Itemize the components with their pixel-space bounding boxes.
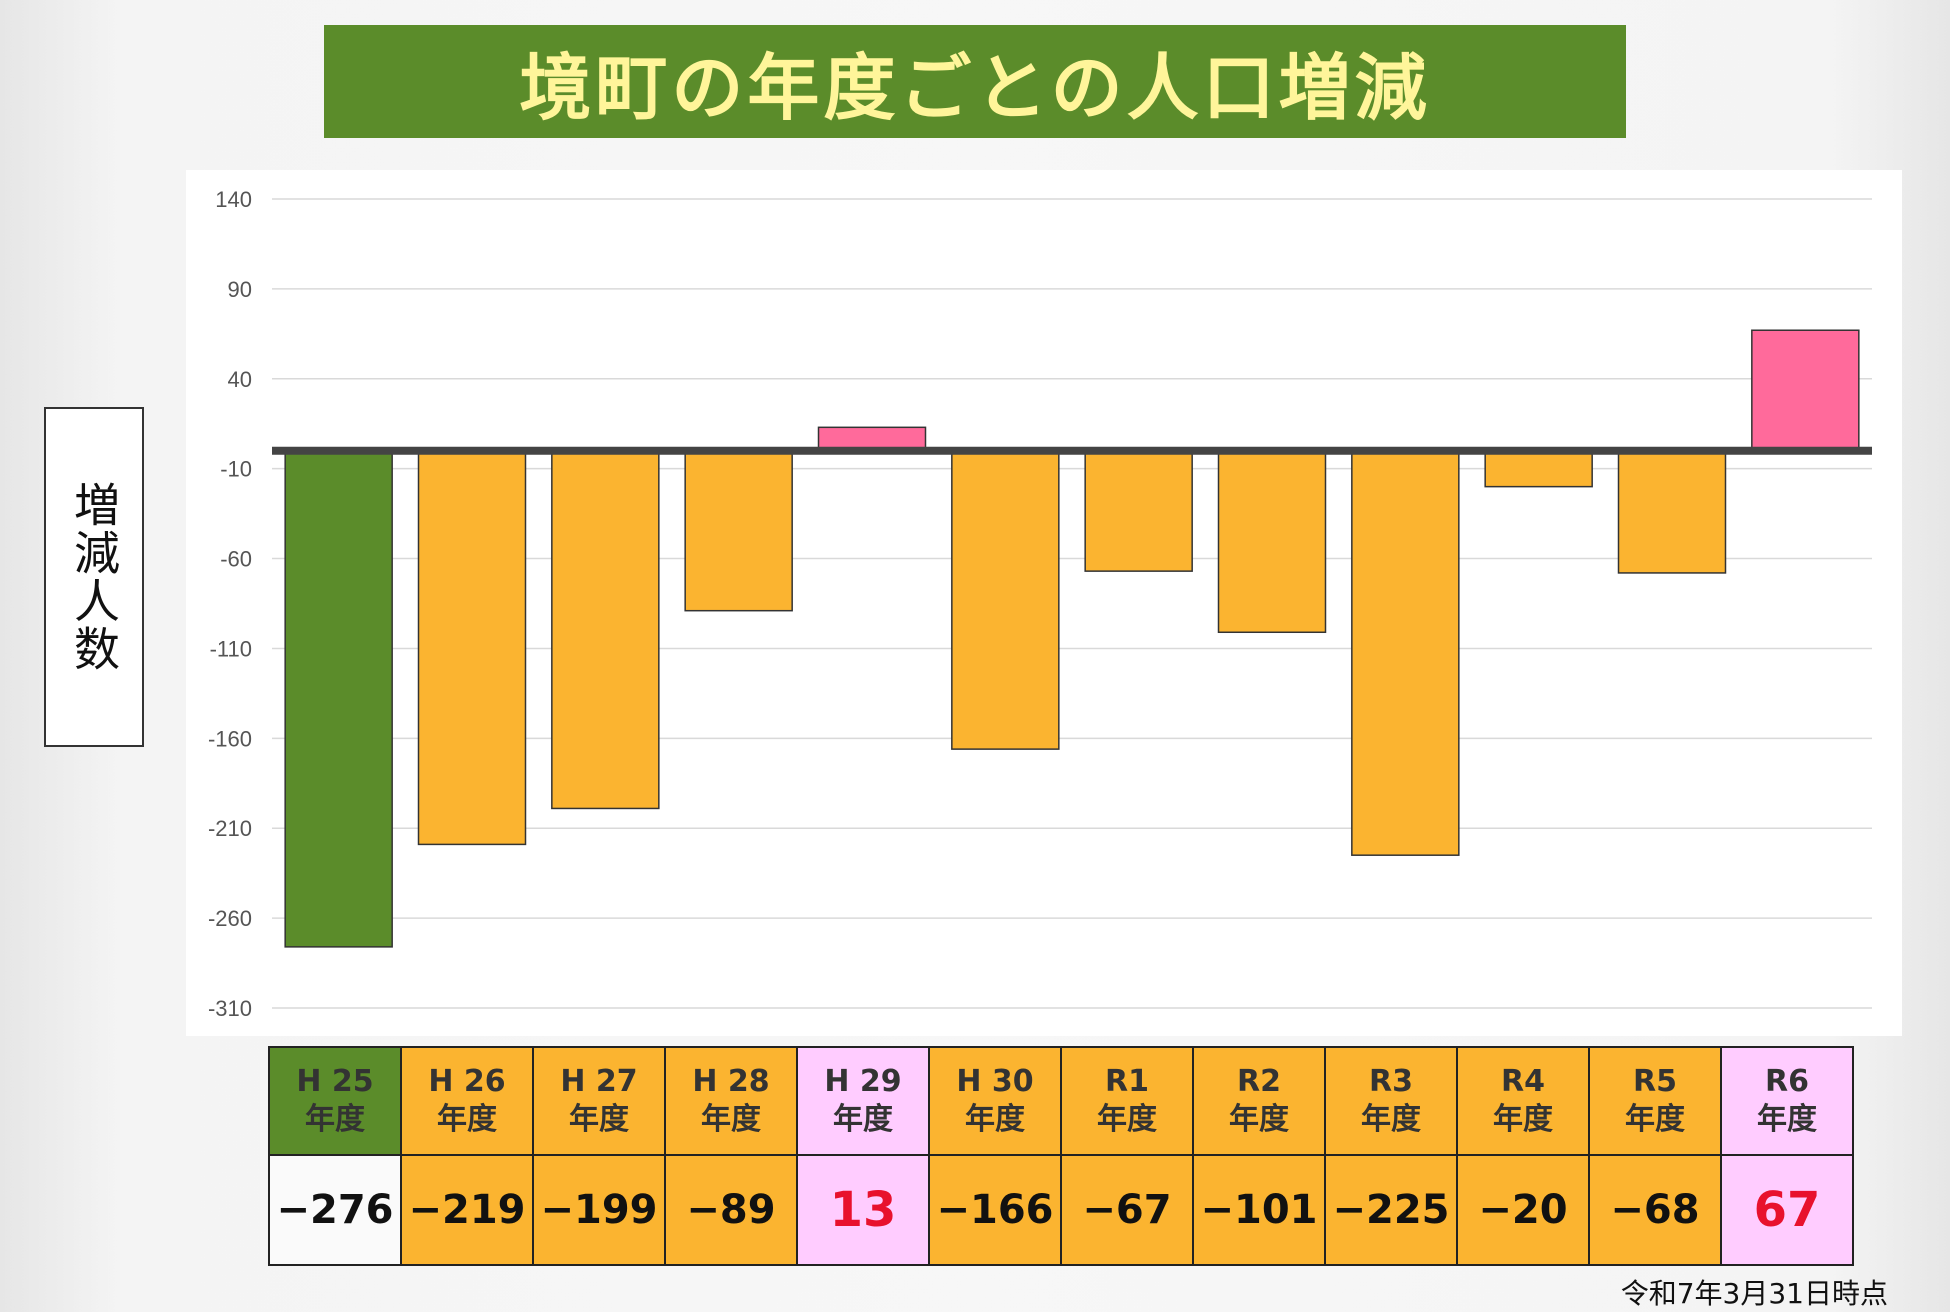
data-table: H 25 年度 H 26 年度 H 27 年度 H 28 年度 H 29 年度 H 30 年度 R1 年度…	[268, 1046, 1854, 1266]
header-suffix: 年度	[305, 1102, 365, 1137]
table-header-cell: R4 年度	[1456, 1046, 1590, 1156]
header-year: R3	[1369, 1064, 1413, 1099]
y-tick-label: -310	[208, 996, 252, 1021]
y-tick-label: 140	[215, 187, 252, 212]
header-suffix: 年度	[1097, 1102, 1157, 1137]
bar-6	[1084, 449, 1193, 572]
y-tick-label: -60	[220, 547, 252, 572]
header-year: R5	[1633, 1064, 1677, 1099]
table-header-cell: H 27 年度	[532, 1046, 666, 1156]
table-value-row: −276 −219 −199 −89 13 −166 −67 −101 −225 −20 −68 67	[268, 1154, 1854, 1266]
table-value-cell: −101	[1192, 1154, 1326, 1266]
y-tick-label: 90	[228, 277, 252, 302]
bar-7	[1217, 449, 1327, 634]
y-tick-label: 40	[228, 367, 252, 392]
table-header-cell: R3 年度	[1324, 1046, 1458, 1156]
table-header-cell: R5 年度	[1588, 1046, 1722, 1156]
header-year: H 29	[824, 1064, 902, 1099]
table-value-cell: −68	[1588, 1154, 1722, 1266]
bar-3	[684, 449, 793, 612]
table-value-cell: −219	[400, 1154, 534, 1266]
header-year: H 27	[560, 1064, 638, 1099]
y-tick-label: -110	[210, 636, 252, 661]
table-value-cell: 13	[796, 1154, 930, 1266]
header-suffix: 年度	[1361, 1102, 1421, 1137]
header-year: R6	[1765, 1064, 1809, 1099]
header-suffix: 年度	[1229, 1102, 1289, 1137]
bar-5	[951, 449, 1060, 750]
table-header-cell: H 29 年度	[796, 1046, 930, 1156]
y-tick-label: -160	[208, 726, 252, 751]
table-value-cell: −225	[1324, 1154, 1458, 1266]
header-suffix: 年度	[701, 1102, 761, 1137]
header-suffix: 年度	[437, 1102, 497, 1137]
header-year: H 25	[296, 1064, 374, 1099]
bar-8	[1351, 449, 1460, 856]
table-value-cell: −67	[1060, 1154, 1194, 1266]
table-header-cell: R6 年度	[1720, 1046, 1854, 1156]
table-header-cell: R1 年度	[1060, 1046, 1194, 1156]
header-suffix: 年度	[569, 1102, 629, 1137]
footnote: 令和7年3月31日時点	[1620, 1277, 1888, 1310]
table-header-row: H 25 年度 H 26 年度 H 27 年度 H 28 年度 H 29 年度 H 30 年度 R1 年度…	[268, 1046, 1854, 1156]
header-year: H 30	[956, 1064, 1034, 1099]
y-axis-label-box: 増減人数	[44, 407, 144, 747]
header-year: R1	[1105, 1064, 1149, 1099]
header-suffix: 年度	[1493, 1102, 1553, 1137]
bar-2	[551, 449, 660, 810]
table-header-cell: H 30 年度	[928, 1046, 1062, 1156]
y-tick-label: -260	[208, 906, 252, 931]
y-tick-label: -10	[220, 457, 252, 482]
title-banner: 境町の年度ごとの人口増減	[324, 25, 1626, 138]
header-suffix: 年度	[833, 1102, 893, 1137]
header-year: R2	[1237, 1064, 1281, 1099]
bar-9	[1484, 449, 1593, 488]
bar-11	[1751, 329, 1860, 452]
table-header-cell: H 25 年度	[268, 1046, 402, 1156]
chart-title: 境町の年度ごとの人口増減	[519, 46, 1431, 130]
table-value-cell: 67	[1720, 1154, 1854, 1266]
table-value-cell: −166	[928, 1154, 1062, 1266]
y-tick-label: -210	[208, 816, 252, 841]
table-header-cell: H 26 年度	[400, 1046, 534, 1156]
header-suffix: 年度	[1625, 1102, 1685, 1137]
header-year: H 26	[428, 1064, 506, 1099]
header-suffix: 年度	[1757, 1102, 1817, 1137]
header-suffix: 年度	[965, 1102, 1025, 1137]
table-value-cell: −89	[664, 1154, 798, 1266]
table-value-cell: −276	[268, 1154, 402, 1266]
table-value-cell: −20	[1456, 1154, 1590, 1266]
bar-10	[1617, 449, 1727, 574]
table-header-cell: R2 年度	[1192, 1046, 1326, 1156]
bar-1	[417, 449, 527, 846]
table-value-cell: −199	[532, 1154, 666, 1266]
header-year: H 28	[692, 1064, 770, 1099]
header-year: R4	[1501, 1064, 1545, 1099]
y-axis-label: 増減人数	[67, 481, 121, 673]
table-header-cell: H 28 年度	[664, 1046, 798, 1156]
bar-0	[284, 449, 393, 948]
